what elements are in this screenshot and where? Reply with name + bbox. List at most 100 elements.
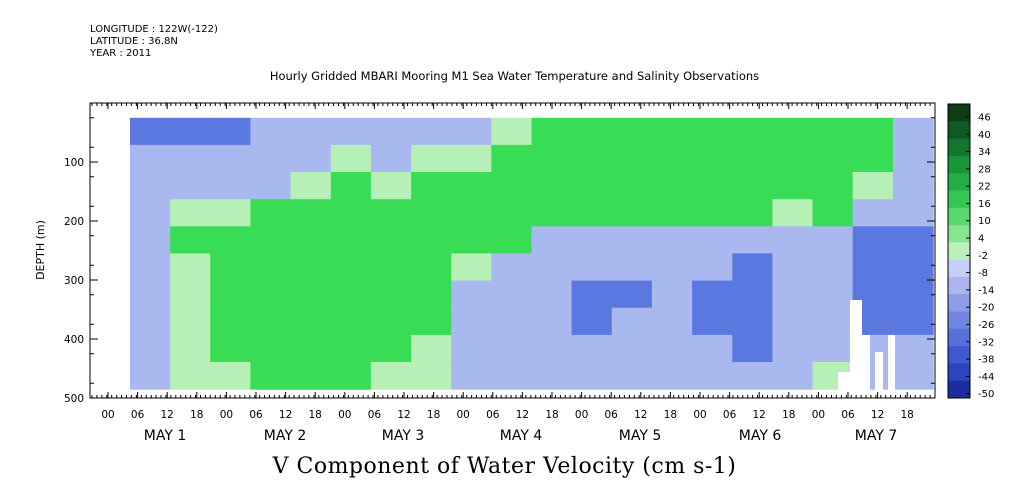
heatmap-cell bbox=[812, 226, 854, 254]
heatmap-cell bbox=[491, 362, 533, 390]
heatmap-cell bbox=[571, 144, 613, 173]
heatmap-cell bbox=[651, 362, 693, 390]
y-axis-label: DEPTH (m) bbox=[34, 220, 47, 280]
heatmap-cell bbox=[411, 172, 452, 200]
heatmap-cell bbox=[210, 334, 252, 363]
heatmap-cell bbox=[411, 253, 452, 282]
heatmap-cell bbox=[812, 144, 854, 173]
colorbar-segment bbox=[948, 207, 970, 226]
heatmap-cell bbox=[531, 172, 573, 200]
heatmap-cell bbox=[290, 334, 332, 363]
heatmap-cell bbox=[290, 117, 332, 146]
heatmap-cell bbox=[651, 199, 693, 227]
heatmap-cell bbox=[170, 307, 211, 336]
heatmap-cell bbox=[170, 253, 211, 282]
x-hour-label: 00 bbox=[693, 409, 706, 421]
heatmap-cell bbox=[370, 199, 412, 227]
heatmap-cell bbox=[250, 307, 292, 336]
heatmap-cell bbox=[852, 253, 894, 282]
heatmap-cell bbox=[772, 362, 814, 390]
heatmap-cell bbox=[571, 307, 613, 336]
heatmap-cell bbox=[250, 226, 292, 254]
heatmap-cell bbox=[290, 253, 332, 282]
x-hour-label: 06 bbox=[249, 409, 263, 421]
x-hour-label: 06 bbox=[841, 409, 855, 421]
x-hour-label: 00 bbox=[575, 409, 588, 421]
heatmap-cell bbox=[491, 226, 533, 254]
heatmap-cell bbox=[531, 226, 573, 254]
heatmap-cell bbox=[531, 280, 573, 309]
heatmap-cell bbox=[852, 199, 894, 227]
y-tick-labels: 100 200 300 400 500 bbox=[64, 157, 84, 405]
heatmap-cell bbox=[651, 307, 693, 336]
colorbar-label: -32 bbox=[978, 337, 994, 348]
colorbar-label: -44 bbox=[978, 372, 994, 383]
heatmap-cell bbox=[812, 280, 854, 309]
variable-title: V Component of Water Velocity (cm s-1) bbox=[272, 454, 737, 479]
heatmap-cell bbox=[692, 144, 733, 173]
heatmap-cell bbox=[571, 280, 613, 309]
plot-frame bbox=[89, 102, 936, 399]
heatmap-cell bbox=[852, 226, 894, 254]
heatmap-cell bbox=[611, 172, 653, 200]
colorbar-label: 46 bbox=[978, 112, 991, 123]
heatmap-cell bbox=[772, 253, 814, 282]
y-tick-label: 500 bbox=[64, 393, 84, 405]
colorbar-segment bbox=[948, 276, 970, 295]
heatmap-cell bbox=[772, 117, 814, 146]
x-hour-label: 00 bbox=[457, 409, 470, 421]
heatmap-cell bbox=[330, 199, 372, 227]
heatmap-cell bbox=[370, 172, 412, 200]
heatmap-cell bbox=[571, 334, 613, 363]
colorbar-label: 4 bbox=[978, 234, 984, 245]
x-hour-label: 06 bbox=[723, 409, 737, 421]
heatmap-cell bbox=[250, 144, 292, 173]
heatmap-cell bbox=[651, 144, 693, 173]
heatmap-cell bbox=[812, 307, 854, 336]
x-hour-label: 12 bbox=[634, 409, 647, 421]
colorbar-segment bbox=[948, 104, 970, 122]
heatmap-cell bbox=[611, 117, 653, 146]
heatmap-cell bbox=[571, 226, 613, 254]
heatmap-cell bbox=[130, 172, 171, 200]
x-tick-labels: 00 06 12 18 00 06 12 18 00 06 12 18 00 06 12 18 00 06 12 18… bbox=[101, 409, 914, 421]
missing-data-gap bbox=[838, 372, 850, 390]
heatmap-cell bbox=[491, 199, 533, 227]
heatmap-cell bbox=[330, 117, 372, 146]
heatmap-cell bbox=[571, 117, 613, 146]
axis-ticks bbox=[90, 103, 935, 399]
heatmap-cell bbox=[772, 226, 814, 254]
heatmap-cell bbox=[330, 144, 372, 173]
colorbar-label: -38 bbox=[978, 355, 994, 366]
heatmap-cell bbox=[290, 280, 332, 309]
heatmap-cell bbox=[290, 307, 332, 336]
x-hour-label: 06 bbox=[368, 409, 382, 421]
heatmap-cell bbox=[130, 253, 171, 282]
heatmap-cell bbox=[571, 362, 613, 390]
heatmap-cell bbox=[210, 199, 252, 227]
heatmap-cell bbox=[571, 253, 613, 282]
heatmap-cell bbox=[170, 226, 211, 254]
heatmap-cell bbox=[170, 144, 211, 173]
heatmap-cell bbox=[370, 362, 412, 390]
heatmap-cell bbox=[250, 334, 292, 363]
heatmap-cell bbox=[451, 172, 492, 200]
heatmap-cell bbox=[210, 253, 252, 282]
heatmap-cell bbox=[130, 334, 171, 363]
heatmap-cell bbox=[451, 253, 492, 282]
metadata-header: LONGITUDE : 122W(-122) LATITUDE : 36.8N … bbox=[90, 24, 218, 60]
colorbar: 46 40 34 28 22 16 10 4 -2 -8 -14 -20 -26 -32 -38 -44 -50 bbox=[947, 103, 994, 400]
colorbar-segment bbox=[948, 363, 970, 382]
y-tick-label: 300 bbox=[64, 275, 84, 287]
heatmap-cell bbox=[170, 172, 211, 200]
x-day-label: MAY 3 bbox=[382, 428, 424, 444]
heatmap-cell bbox=[451, 199, 492, 227]
heatmap-cell bbox=[370, 307, 412, 336]
heatmap-cell bbox=[210, 144, 252, 173]
colorbar-label: 10 bbox=[978, 216, 991, 227]
heatmap-cell bbox=[692, 280, 733, 309]
colorbar-label: -20 bbox=[978, 303, 994, 314]
heatmap-cell bbox=[571, 172, 613, 200]
colorbar-label: -14 bbox=[978, 285, 994, 296]
